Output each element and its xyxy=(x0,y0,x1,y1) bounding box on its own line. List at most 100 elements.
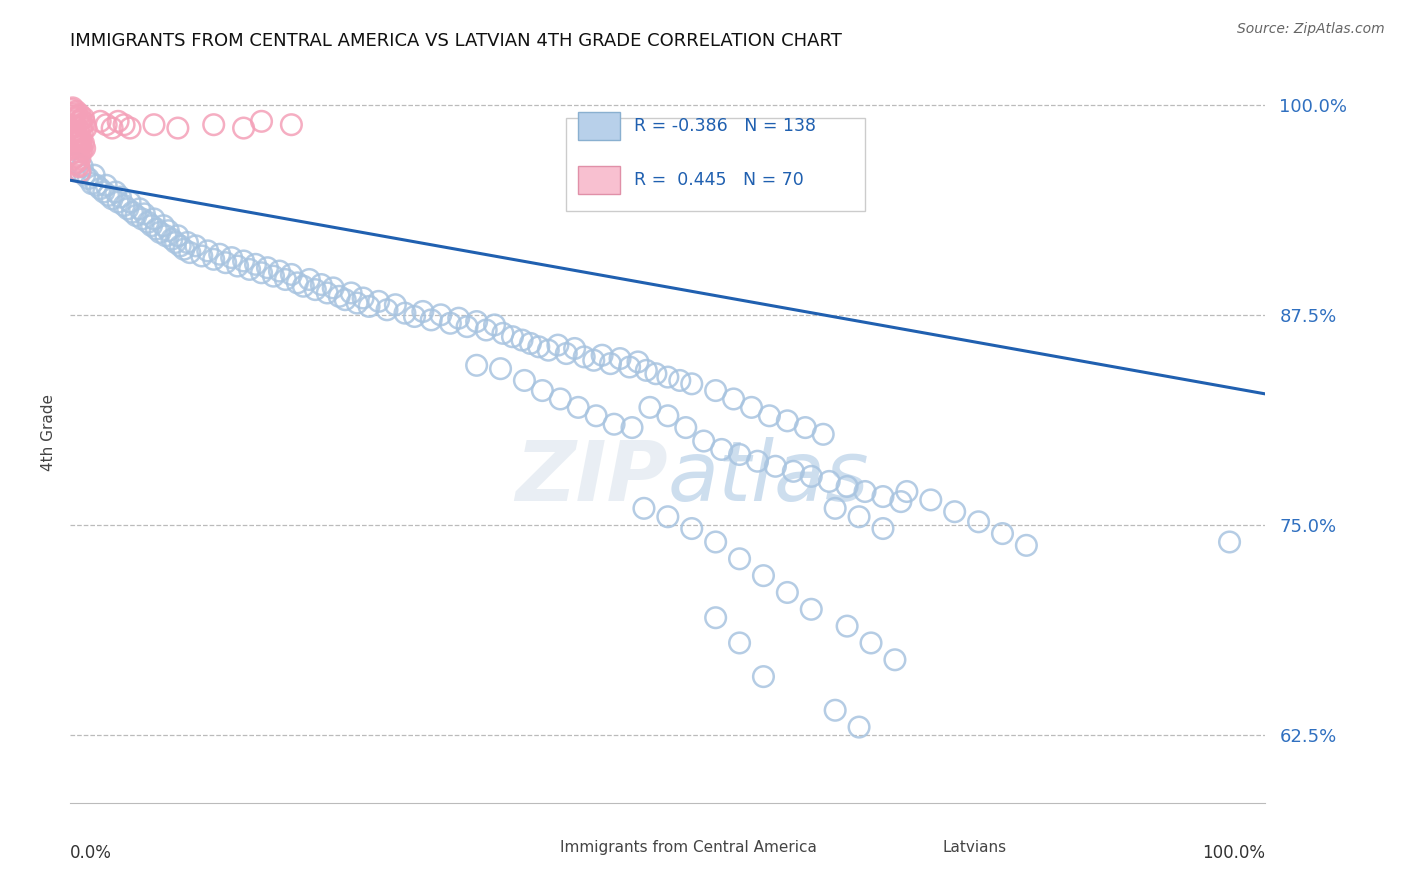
Point xyxy=(70,143,93,157)
Point xyxy=(567,401,589,415)
Point xyxy=(710,442,733,457)
Point xyxy=(484,318,506,332)
Point xyxy=(619,359,641,374)
Point xyxy=(447,311,470,326)
Point xyxy=(166,228,188,243)
Point xyxy=(776,585,799,599)
Point xyxy=(101,192,124,206)
Point xyxy=(800,469,823,483)
Point xyxy=(66,109,89,123)
Point xyxy=(131,211,153,226)
Point xyxy=(890,494,912,508)
Point xyxy=(107,114,129,128)
Point xyxy=(853,484,876,499)
Text: ZIP: ZIP xyxy=(515,436,668,517)
Point xyxy=(101,121,124,136)
Point xyxy=(1218,535,1241,549)
Point xyxy=(66,129,89,144)
Point xyxy=(582,353,605,368)
Point xyxy=(346,296,368,310)
Point xyxy=(298,272,321,286)
Point xyxy=(537,343,560,358)
Point xyxy=(143,211,166,226)
Point xyxy=(69,137,91,152)
Point xyxy=(141,219,163,233)
Point xyxy=(208,247,231,261)
Point xyxy=(837,619,859,633)
Text: Immigrants from Central America: Immigrants from Central America xyxy=(561,840,817,855)
Point xyxy=(70,118,93,132)
Point xyxy=(110,190,132,204)
Point xyxy=(239,262,262,277)
Point xyxy=(352,291,374,305)
Point xyxy=(412,304,434,318)
Point xyxy=(884,653,907,667)
Point xyxy=(681,522,703,536)
Point xyxy=(669,374,692,388)
Point xyxy=(120,121,141,136)
Point xyxy=(304,283,326,297)
Point xyxy=(430,308,453,322)
Point xyxy=(69,165,91,179)
Point xyxy=(599,357,621,371)
Point xyxy=(63,111,86,125)
Point xyxy=(782,464,804,478)
Point xyxy=(475,323,498,337)
Point xyxy=(657,370,679,384)
Text: Source: ZipAtlas.com: Source: ZipAtlas.com xyxy=(1237,22,1385,37)
Point xyxy=(492,326,515,341)
Point xyxy=(681,376,703,391)
Point xyxy=(287,276,309,290)
Point xyxy=(316,285,339,300)
Point xyxy=(837,479,859,493)
Point xyxy=(250,266,273,280)
Point xyxy=(112,118,135,132)
Point xyxy=(627,355,650,369)
Point xyxy=(638,401,661,415)
Point xyxy=(404,310,426,324)
Point xyxy=(62,101,84,115)
Point xyxy=(740,401,762,415)
Point xyxy=(274,272,297,286)
Point xyxy=(165,235,187,250)
Point xyxy=(69,152,91,166)
Point xyxy=(73,168,96,182)
Point xyxy=(824,703,846,717)
Point xyxy=(920,492,942,507)
Point xyxy=(292,279,315,293)
Point xyxy=(872,522,894,536)
Point xyxy=(107,195,129,210)
Point xyxy=(70,143,93,157)
Point xyxy=(63,118,86,132)
Point xyxy=(149,226,172,240)
FancyBboxPatch shape xyxy=(567,118,865,211)
Point xyxy=(63,120,86,134)
Point xyxy=(420,313,443,327)
Point xyxy=(728,448,751,462)
Point xyxy=(65,129,87,144)
Point xyxy=(728,551,751,566)
Point xyxy=(967,515,990,529)
Point xyxy=(67,114,90,128)
Point xyxy=(574,350,596,364)
Point xyxy=(93,185,115,199)
Point xyxy=(63,156,86,170)
Point xyxy=(603,417,626,432)
Point xyxy=(66,153,89,167)
Point xyxy=(166,121,188,136)
Point xyxy=(359,300,381,314)
Point xyxy=(232,254,254,268)
Point xyxy=(67,139,90,153)
Text: 0.0%: 0.0% xyxy=(70,844,112,862)
Point xyxy=(375,302,398,317)
Point xyxy=(121,205,143,219)
Point xyxy=(60,109,83,123)
Point xyxy=(63,136,86,151)
Point xyxy=(75,121,97,136)
Point xyxy=(202,118,225,132)
Point xyxy=(65,156,87,170)
Point xyxy=(704,611,727,625)
Point xyxy=(280,118,302,132)
Point xyxy=(128,202,150,216)
Text: R =  0.445   N = 70: R = 0.445 N = 70 xyxy=(634,171,804,189)
